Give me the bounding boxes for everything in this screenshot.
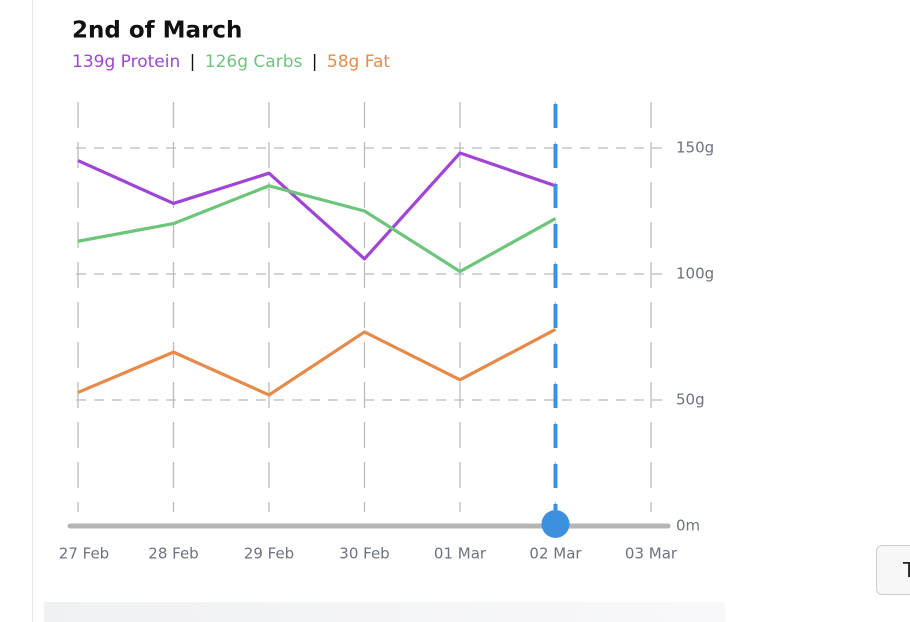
bottom-bar	[44, 602, 725, 622]
line-carbs	[77, 184, 557, 274]
summary-carbs: 126g Carbs	[205, 52, 303, 72]
y-tick-label: 0m	[676, 517, 700, 535]
button[interactable]: T	[876, 545, 910, 595]
x-tick-label: 28 Feb	[148, 545, 198, 563]
line-fat	[77, 328, 557, 397]
x-tick-label: 27 Feb	[59, 545, 109, 563]
x-tick-label: 30 Feb	[339, 545, 389, 563]
chart-title: 2nd of March	[72, 18, 242, 44]
line-protein	[77, 151, 557, 261]
separator: |	[190, 52, 196, 72]
summary-fat: 58g Fat	[327, 52, 390, 72]
separator: |	[312, 52, 318, 72]
x-tick-label: 02 Mar	[529, 545, 582, 563]
y-tick-label: 100g	[676, 265, 714, 283]
x-tick-label: 03 Mar	[625, 545, 678, 563]
y-tick-label: 50g	[676, 391, 705, 409]
panel-edge	[32, 0, 33, 622]
x-tick-label: 01 Mar	[434, 545, 487, 563]
y-tick-label: 150g	[676, 139, 714, 157]
summary-protein: 139g Protein	[72, 52, 180, 72]
x-tick-label: 29 Feb	[244, 545, 294, 563]
summary: 139g Protein | 126g Carbs | 58g Fat	[72, 52, 390, 72]
selection-handle	[541, 510, 570, 538]
